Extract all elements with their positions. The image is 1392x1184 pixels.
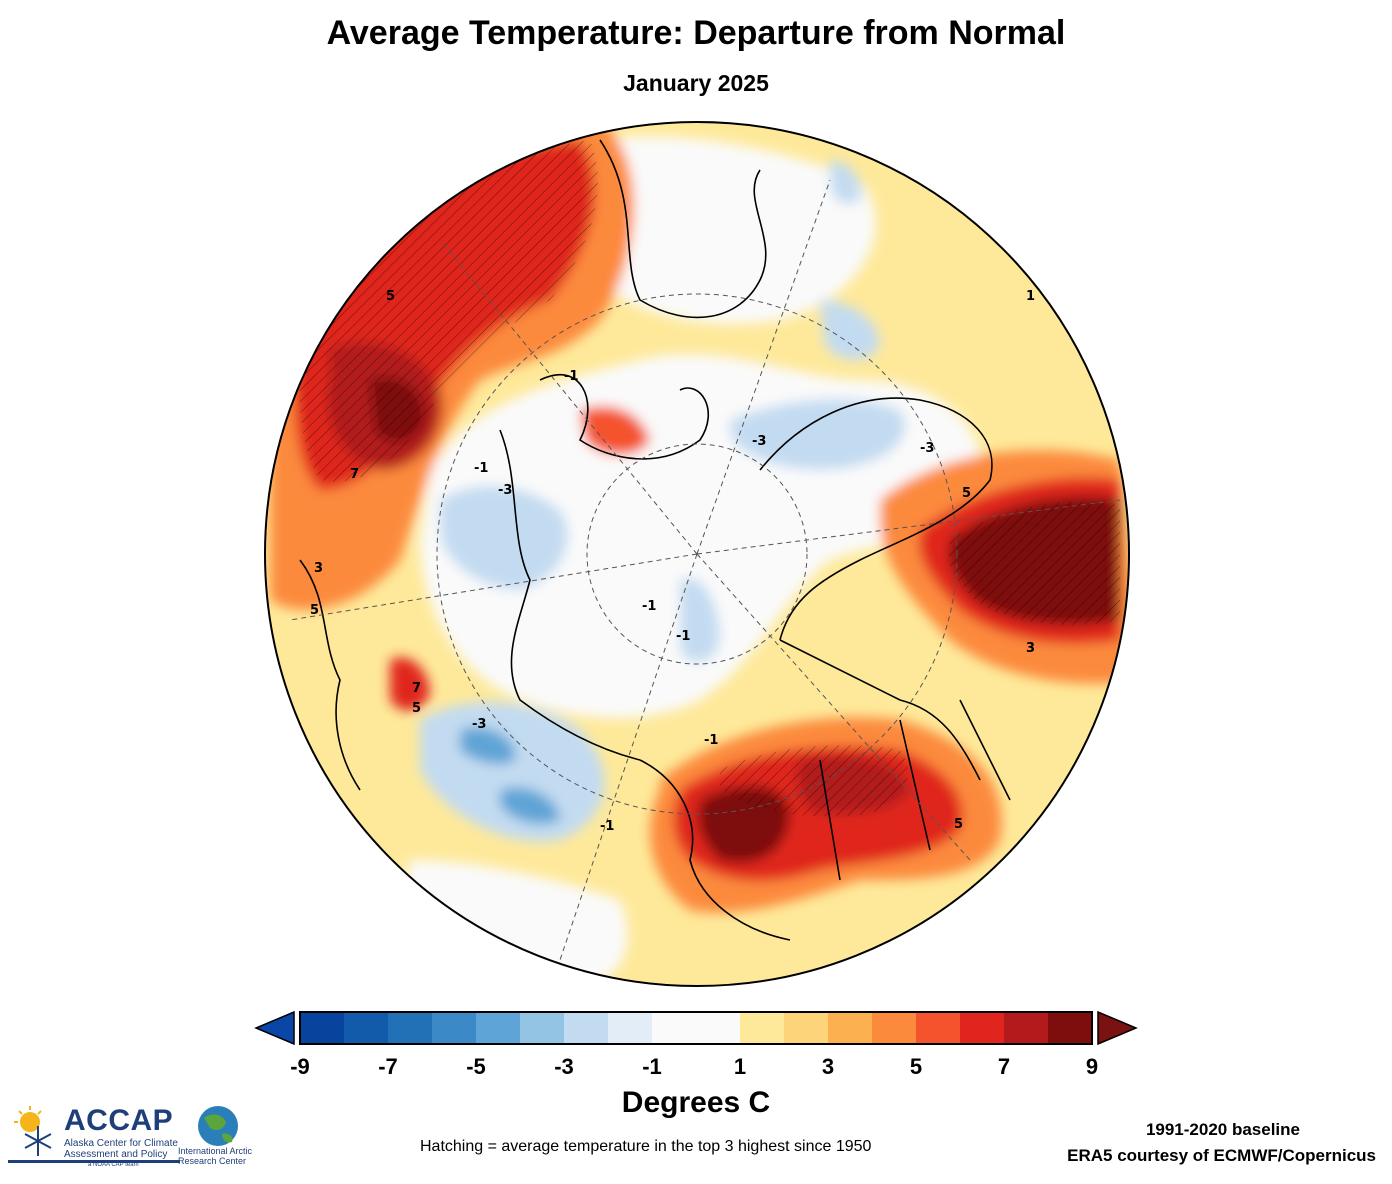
contour-label: -1 [642,599,656,614]
colorbar-bin [300,1012,344,1044]
contour-label: -1 [704,733,718,748]
sun-snowflake-icon [14,1106,52,1156]
colorbar-bin [872,1012,916,1044]
contour-label: 7 [350,467,359,482]
colorbar-bin [828,1012,872,1044]
colorbar-tick-label: -7 [378,1054,398,1079]
contour-label: -1 [676,629,690,644]
colorbar-bin [608,1012,652,1044]
hatching-note: Hatching = average temperature in the to… [420,1138,872,1155]
colorbar-tick-label: -1 [642,1054,662,1079]
contour-label: -1 [474,461,488,476]
contour-label: 5 [412,701,421,716]
colorbar-bin [916,1012,960,1044]
iarc-name: International Arctic Research Center [178,1146,253,1166]
accap-tagline: a NOAA CAP team [88,1162,139,1168]
contour-label: -1 [564,369,578,384]
contour-label: 1 [1026,289,1035,304]
colorbar-bin [520,1012,564,1044]
colorbar-bin [960,1012,1004,1044]
colorbar-bin [432,1012,476,1044]
contour-labels: 5 7 3 5 -3 -1 -1 -3 5 3 -1 -3 -1 7 5 -3 … [310,289,1035,834]
colorbar-bin [784,1012,828,1044]
colorbar-bin [564,1012,608,1044]
colorbar-overflow-arrow [1097,1010,1138,1046]
colorbar [254,1010,1138,1046]
accap-wordmark: ACCAP [64,1104,174,1137]
contour-label: 3 [314,561,323,576]
accap-subtitle: Alaska Center for Climate Assessment and… [64,1138,178,1160]
colorbar-bin [652,1012,740,1044]
colorbar-tick-label: 7 [997,1054,1011,1079]
contour-label: -3 [920,441,934,456]
contour-label: -3 [472,717,486,732]
colorbar-units-label: Degrees C [621,1086,771,1119]
contour-label: 5 [386,289,395,304]
colorbar-bin [344,1012,388,1044]
accap-logo: ACCAP Alaska Center for Climate Assessme… [8,1104,184,1170]
colorbar-frame [299,1011,1093,1045]
contour-label: 3 [1026,641,1035,656]
contour-label: -3 [752,434,766,449]
colorbar-tick-label: -5 [466,1054,486,1079]
colorbar-tick-label: 1 [733,1054,747,1079]
map-subtitle: January 2025 [623,70,769,96]
colorbar-bin [476,1012,520,1044]
contour-label: 5 [954,817,963,832]
contour-label: -1 [600,819,614,834]
map-title: Average Temperature: Departure from Norm… [326,14,1066,52]
colorbar-bin [740,1012,784,1044]
map-field: 5 7 3 5 -3 -1 -1 -3 5 3 -1 -3 -1 7 5 -3 … [265,122,1129,986]
data-credit: ERA5 courtesy of ECMWF/Copernicus [1067,1146,1376,1165]
contour-label: 5 [310,603,319,618]
colorbar-tick-label: -3 [554,1054,574,1079]
contour-label: -3 [498,483,512,498]
baseline-note: 1991-2020 baseline [1145,1120,1300,1139]
colorbar-tick-label: 5 [909,1054,923,1079]
map-border [264,121,1130,987]
colorbar-bin [1004,1012,1048,1044]
colorbar-underflow-arrow [254,1010,295,1046]
colorbar-tick-label: 3 [821,1054,835,1079]
colorbar-bin [1048,1012,1092,1044]
colorbar-tick-label: 9 [1085,1054,1099,1079]
contour-label: 7 [412,681,421,696]
iarc-logo: International Arctic Research Center [178,1104,254,1170]
accap-underline [8,1160,180,1163]
colorbar-tick-label: -9 [290,1054,310,1079]
colorbar-bin [388,1012,432,1044]
globe-icon [198,1106,238,1146]
contour-label: 5 [962,486,971,501]
